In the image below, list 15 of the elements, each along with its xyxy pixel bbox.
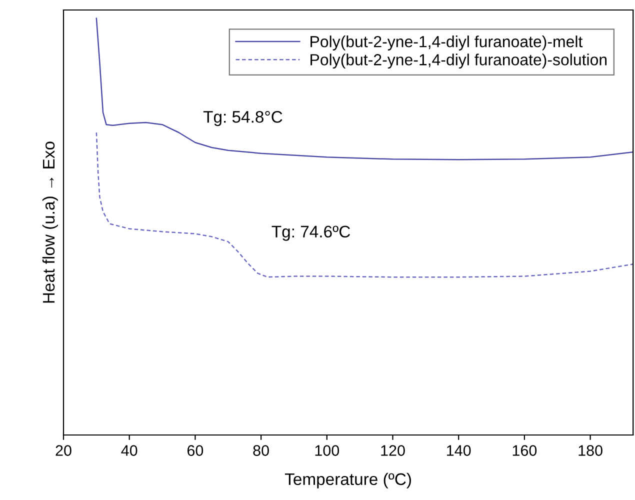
legend-label: Poly(but-2-yne-1,4-diyl furanoate)-melt (310, 36, 583, 50)
x-tick-label: 20 (56, 445, 72, 456)
x-tick-label: 120 (381, 445, 405, 456)
x-tick-label: 80 (253, 445, 269, 456)
x-axis-title: Temperature (ºC) (284, 472, 411, 488)
x-tick-label: 140 (447, 445, 471, 456)
annotation: Tg: 54.8°C (203, 110, 282, 126)
x-tick-label: 60 (187, 445, 204, 456)
y-axis-title: Heat flow (u.a) → Exo (42, 142, 58, 303)
x-tick-label: 160 (512, 445, 537, 456)
annotation: Tg: 74.6ºC (272, 226, 350, 241)
x-tick-label: 40 (121, 445, 138, 456)
legend-label: Poly(but-2-yne-1,4-diyl furanoate)-solution (310, 54, 607, 69)
x-tick-label: 100 (315, 445, 340, 456)
x-tick-label: 180 (578, 445, 602, 456)
